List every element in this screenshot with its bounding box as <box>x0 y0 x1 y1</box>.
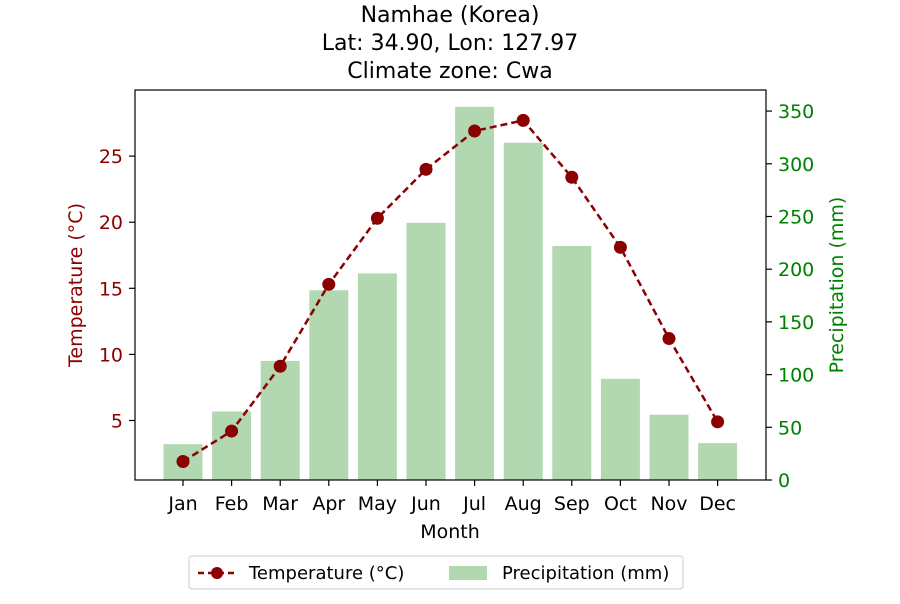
legend: Temperature (°C) Precipitation (mm) <box>188 555 684 590</box>
right-axis-label: Precipitation (mm) <box>826 197 848 374</box>
temperature-point-mar <box>273 359 287 373</box>
x-tick-label-may: May <box>358 493 397 515</box>
right-tick-label: 250 <box>778 206 814 228</box>
title-line-3: Climate zone: Cwa <box>347 59 552 84</box>
x-tick-label-feb: Feb <box>215 493 249 515</box>
left-axis-label: Temperature (°C) <box>65 203 87 368</box>
precipitation-bar-apr <box>309 290 349 480</box>
x-tick-label-nov: Nov <box>650 493 687 515</box>
x-tick-label-oct: Oct <box>604 493 637 515</box>
right-tick-label: 300 <box>778 154 814 176</box>
temperature-line <box>182 119 719 463</box>
precipitation-bar-jul <box>455 106 495 480</box>
precipitation-bar-feb <box>212 411 252 480</box>
precipitation-bar-aug <box>503 142 543 480</box>
legend-temperature-label: Temperature (°C) <box>248 563 404 584</box>
x-tick-label-aug: Aug <box>505 493 542 515</box>
x-tick-label-jan: Jan <box>167 493 197 515</box>
title-line-1: Namhae (Korea) <box>361 3 540 28</box>
temperature-point-may <box>370 211 384 225</box>
precipitation-bar-may <box>357 273 397 480</box>
precipitation-bars <box>163 106 738 481</box>
precipitation-bar-jun <box>406 222 446 481</box>
x-tick-label-sep: Sep <box>554 493 590 515</box>
x-axis-label: Month <box>420 521 480 543</box>
precipitation-bar-dec <box>698 443 738 480</box>
temperature-point-apr <box>322 277 336 291</box>
precipitation-bar-oct <box>600 378 640 480</box>
legend-box <box>188 555 684 590</box>
right-tick-label: 100 <box>778 365 814 387</box>
x-tick-label-jun: Jun <box>410 493 441 515</box>
legend-precipitation-label: Precipitation (mm) <box>502 563 669 584</box>
precipitation-bar-mar <box>260 360 300 480</box>
temperature-point-sep <box>565 170 579 184</box>
x-axis-ticks: Jan Feb Mar Apr May Jun Jul Aug Sep Oct Nov Dec <box>167 480 736 515</box>
right-tick-label: 150 <box>778 312 814 334</box>
left-tick-label: 5 <box>111 411 123 433</box>
left-tick-label: 25 <box>99 146 123 168</box>
legend-precipitation-patch-icon <box>449 566 487 580</box>
temperature-point-feb <box>225 424 239 438</box>
legend-temperature-marker-icon <box>211 567 223 579</box>
x-tick-label-mar: Mar <box>262 493 298 515</box>
x-tick-label-apr: Apr <box>312 493 345 515</box>
x-tick-label-jul: Jul <box>462 493 486 515</box>
left-tick-label: 10 <box>99 344 123 366</box>
plot-area-frame <box>134 89 767 481</box>
chart-title: Namhae (Korea) Lat: 34.90, Lon: 127.97 C… <box>322 3 578 84</box>
temperature-point-oct <box>613 240 627 254</box>
right-tick-label: 200 <box>778 259 814 281</box>
left-tick-label: 20 <box>99 212 123 234</box>
right-axis-ticks: 0 50 100 150 200 250 300 350 <box>766 101 814 492</box>
left-axis-ticks: 5 10 15 20 25 <box>99 146 135 433</box>
temperature-points <box>176 113 725 468</box>
temperature-point-aug <box>516 113 530 127</box>
title-line-2: Lat: 34.90, Lon: 127.97 <box>322 31 578 56</box>
temperature-series-line <box>182 119 719 463</box>
temperature-point-nov <box>662 332 676 346</box>
temperature-point-jun <box>419 162 433 176</box>
temperature-point-dec <box>711 415 725 429</box>
x-tick-label-dec: Dec <box>699 493 736 515</box>
temperature-point-jan <box>176 454 190 468</box>
right-tick-label: 50 <box>778 417 802 439</box>
right-tick-label: 350 <box>778 101 814 123</box>
left-tick-label: 15 <box>99 278 123 300</box>
precipitation-bar-nov <box>649 414 689 480</box>
right-tick-label: 0 <box>778 470 790 492</box>
precipitation-bar-sep <box>552 246 592 480</box>
temperature-point-jul <box>468 124 482 138</box>
